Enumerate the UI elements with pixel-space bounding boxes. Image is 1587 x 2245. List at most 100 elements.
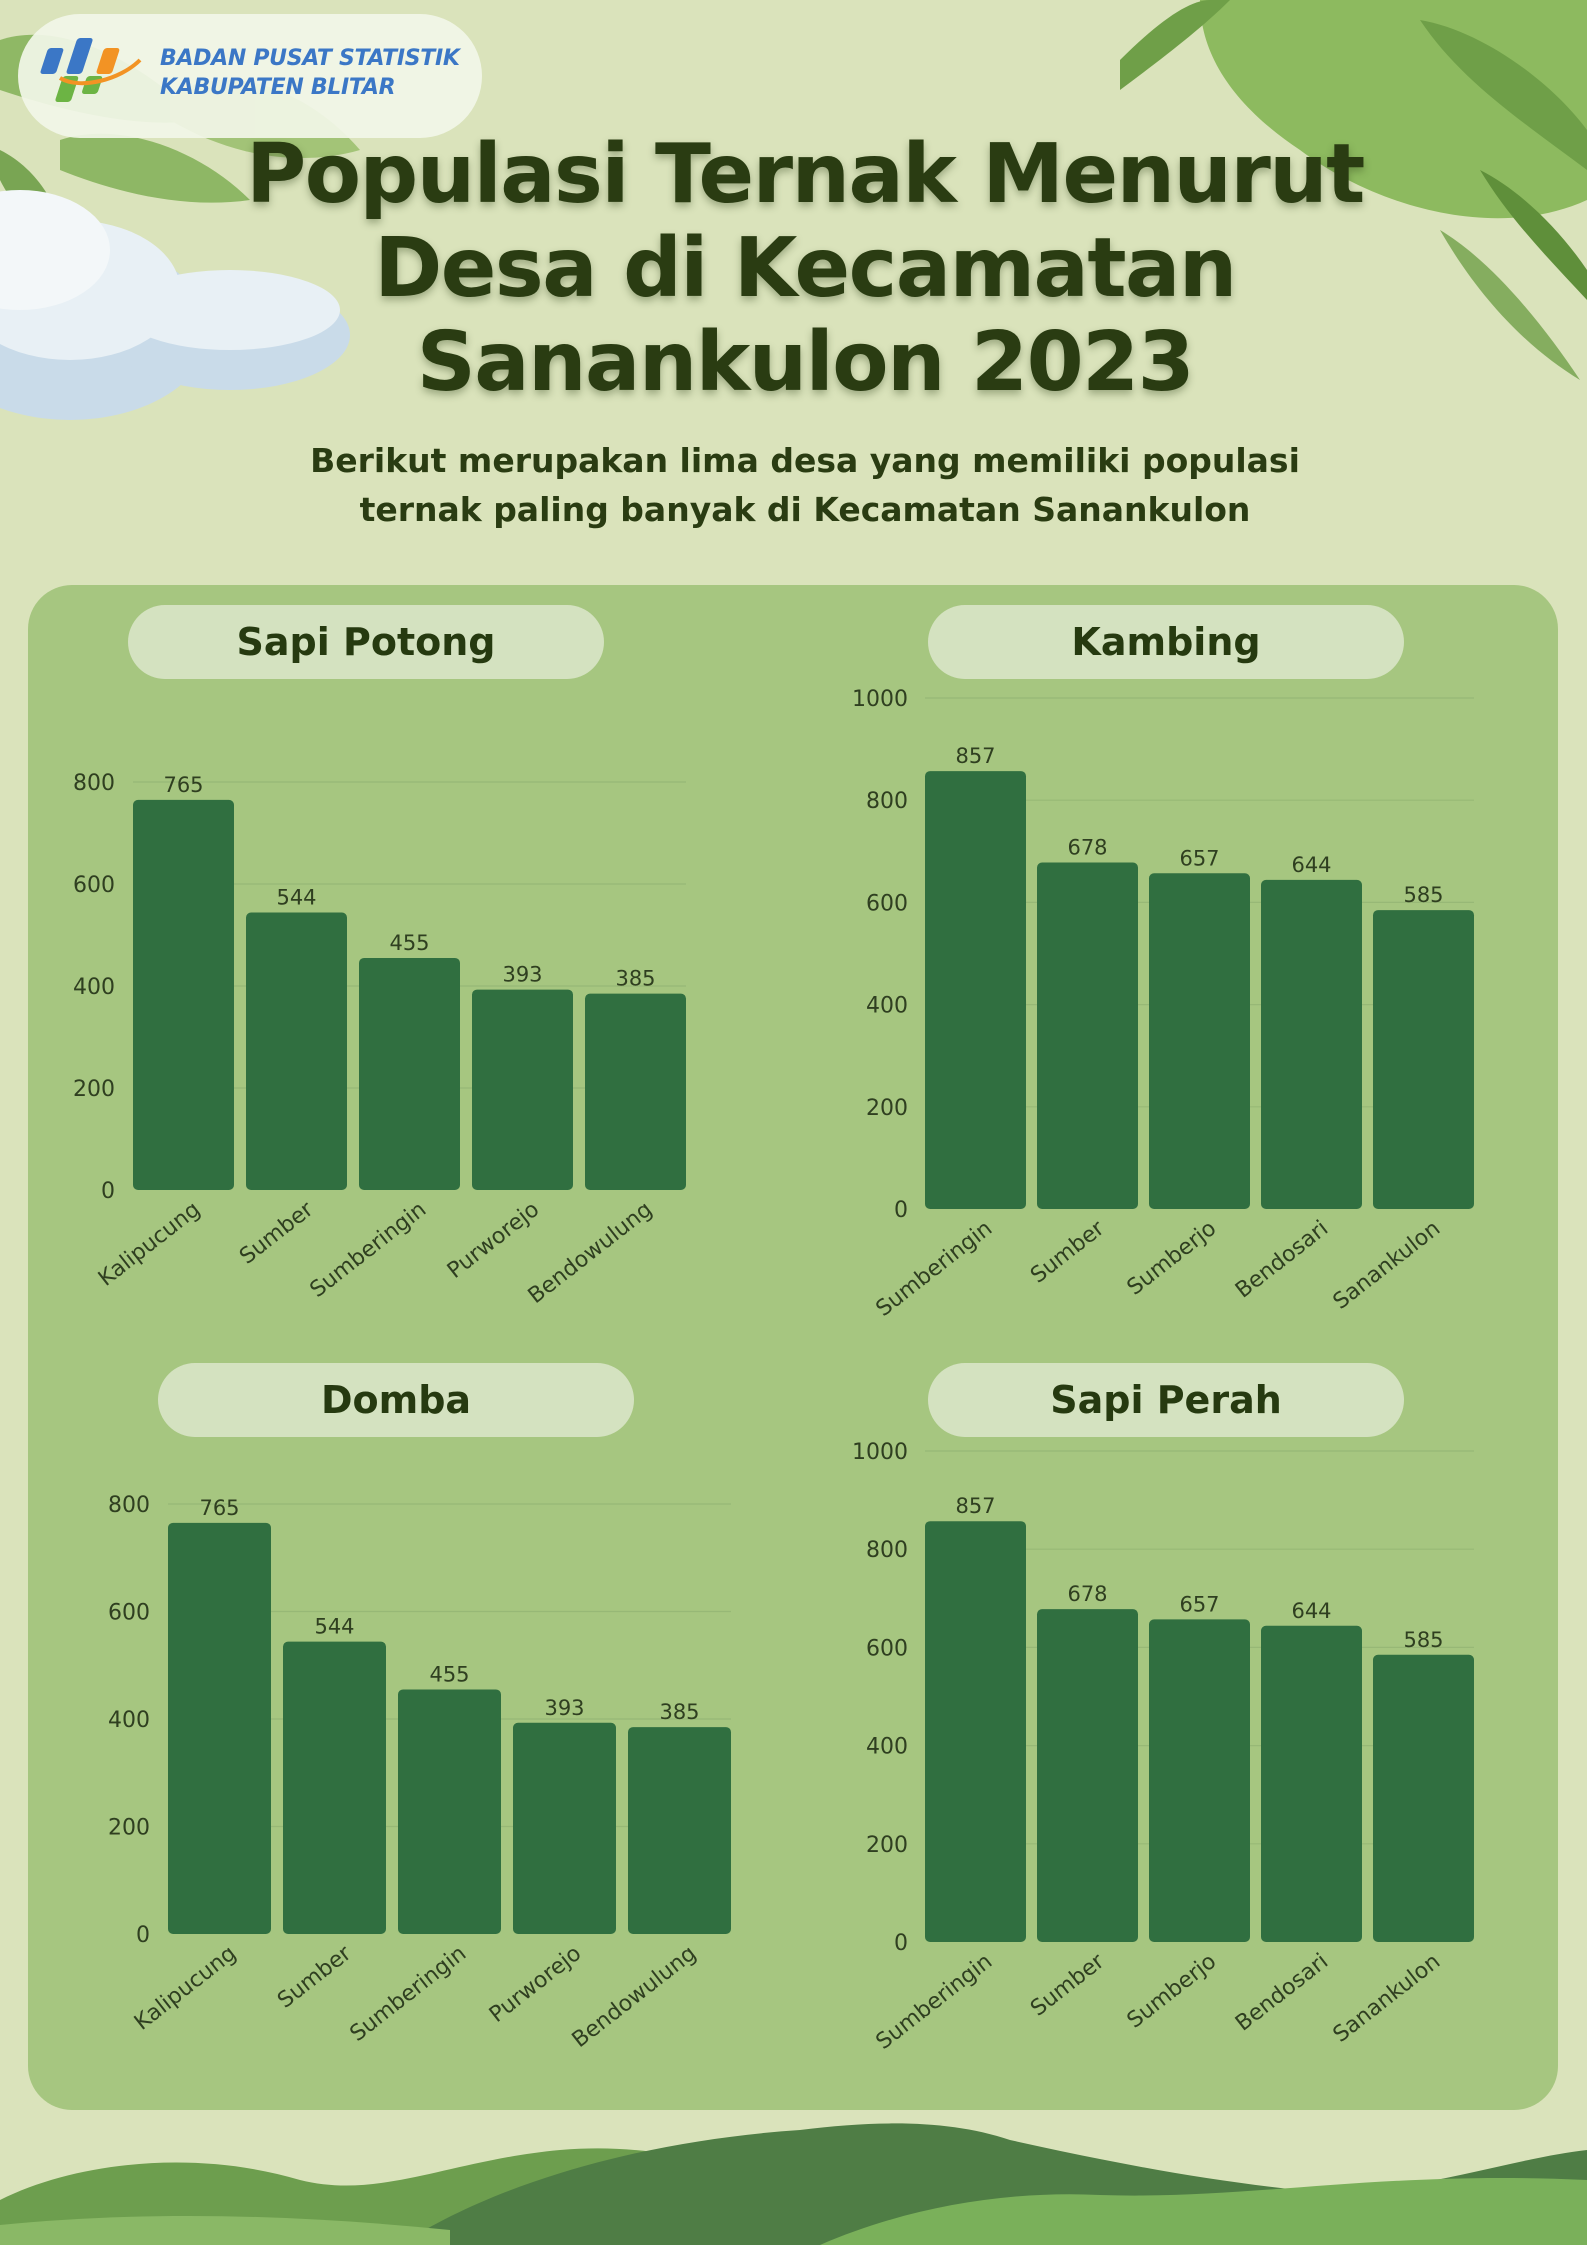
cloud-icon (0, 190, 350, 420)
y-tick-label: 1000 (852, 1440, 908, 1465)
x-tick-label: Sanankulon (1329, 1216, 1446, 1315)
data-label: 678 (1067, 1582, 1107, 1606)
x-tick-label: Sumberjo (1123, 1949, 1222, 2034)
y-tick-label: 200 (73, 1077, 115, 1102)
y-tick-label: 400 (73, 975, 115, 1000)
data-label: 857 (955, 1494, 995, 1518)
data-label: 385 (615, 967, 655, 991)
bps-logo-icon (40, 38, 142, 102)
data-label: 644 (1291, 1599, 1331, 1623)
title-line-1: Populasi Ternak Menurut (246, 127, 1365, 222)
x-tick-label: Bendowulung (568, 1941, 702, 2053)
y-tick-label: 200 (866, 1096, 908, 1121)
page-subtitle: Berikut merupakan lima desa yang memilik… (150, 436, 1460, 534)
data-label: 385 (659, 1700, 699, 1724)
x-tick-label: Sumberingin (346, 1941, 472, 2047)
bar (585, 993, 686, 1190)
subtitle-line-1: Berikut merupakan lima desa yang memilik… (310, 441, 1300, 480)
x-tick-label: Sumber (1026, 1215, 1110, 1288)
title-line-2: Desa di Kecamatan (374, 221, 1237, 316)
y-tick-label: 0 (894, 1931, 908, 1956)
y-tick-label: 1000 (852, 687, 908, 712)
bar (472, 989, 573, 1190)
y-tick-label: 0 (894, 1198, 908, 1223)
y-tick-label: 600 (866, 1636, 908, 1661)
y-tick-label: 600 (73, 873, 115, 898)
bar (925, 1521, 1026, 1942)
logo-text: BADAN PUSAT STATISTIK KABUPATEN BLITAR (160, 44, 460, 102)
bar (1149, 1619, 1250, 1942)
page-title: Populasi Ternak Menurut Desa di Kecamata… (150, 128, 1460, 410)
x-tick-label: Sumberingin (872, 1949, 998, 2055)
x-tick-label: Bendowulung (524, 1197, 658, 1309)
x-tick-label: Sanankulon (1329, 1949, 1446, 2048)
bar (513, 1722, 616, 1934)
data-label: 857 (955, 744, 995, 768)
data-label: 765 (163, 773, 203, 797)
x-tick-label: Sumber (273, 1940, 357, 2013)
data-label: 678 (1067, 836, 1107, 860)
hills-decoration-icon (0, 2123, 1587, 2245)
data-label: 455 (389, 931, 429, 955)
logo-line-1: BADAN PUSAT STATISTIK (160, 46, 460, 71)
bar (1373, 1654, 1474, 1942)
y-tick-label: 200 (108, 1816, 150, 1841)
y-tick-label: 200 (866, 1833, 908, 1858)
bar (1261, 879, 1362, 1209)
y-tick-label: 0 (101, 1179, 115, 1204)
bar (1149, 873, 1250, 1209)
y-tick-label: 800 (866, 789, 908, 814)
leaf-decoration-right-icon (1120, 0, 1587, 380)
bar (1373, 910, 1474, 1209)
bar (246, 912, 347, 1190)
bar (283, 1641, 386, 1934)
y-tick-label: 600 (866, 891, 908, 916)
x-tick-label: Sumberjo (1123, 1216, 1222, 1301)
chart-title-domba: Domba (158, 1363, 634, 1437)
x-tick-label: Bendosari (1231, 1949, 1333, 2036)
bar (628, 1727, 731, 1934)
bar (168, 1522, 271, 1934)
data-label: 657 (1179, 846, 1219, 870)
chart-title-kambing: Kambing (928, 605, 1404, 679)
x-tick-label: Purworejo (443, 1197, 544, 1284)
data-label: 765 (199, 1496, 239, 1520)
logo-line-2: KABUPATEN BLITAR (160, 75, 396, 100)
bar (133, 799, 234, 1190)
x-tick-label: Bendosari (1231, 1216, 1333, 1303)
x-tick-label: Kalipucung (130, 1941, 241, 2036)
decorative-background (0, 0, 1587, 420)
y-tick-label: 0 (136, 1923, 150, 1948)
x-tick-label: Purworejo (485, 1941, 586, 2028)
x-tick-label: Sumberingin (872, 1216, 998, 1322)
data-label: 657 (1179, 1592, 1219, 1616)
x-tick-label: Sumber (235, 1196, 319, 1269)
y-tick-label: 800 (866, 1538, 908, 1563)
data-label: 585 (1403, 883, 1443, 907)
logo-badge: BADAN PUSAT STATISTIK KABUPATEN BLITAR (18, 14, 482, 138)
bar (925, 771, 1026, 1209)
x-tick-label: Sumber (1026, 1948, 1110, 2021)
y-tick-label: 400 (866, 1735, 908, 1760)
data-label: 585 (1403, 1628, 1443, 1652)
bar (1037, 1609, 1138, 1942)
x-tick-label: Sumberingin (306, 1197, 432, 1303)
x-tick-label: Kalipucung (94, 1197, 205, 1292)
y-tick-label: 400 (108, 1708, 150, 1733)
y-tick-label: 400 (866, 994, 908, 1019)
data-label: 455 (429, 1662, 469, 1686)
y-tick-label: 800 (73, 771, 115, 796)
data-label: 393 (544, 1696, 584, 1720)
title-line-3: Sanankulon 2023 (416, 315, 1195, 410)
bar (1037, 862, 1138, 1209)
data-label: 544 (314, 1615, 354, 1639)
y-tick-label: 800 (108, 1493, 150, 1518)
subtitle-line-2: ternak paling banyak di Kecamatan Sanank… (359, 490, 1251, 529)
bar (1261, 1625, 1362, 1942)
chart-title-sapi-potong: Sapi Potong (128, 605, 604, 679)
data-label: 393 (502, 963, 542, 987)
bar (359, 957, 460, 1190)
data-label: 644 (1291, 853, 1331, 877)
bar (398, 1689, 501, 1934)
